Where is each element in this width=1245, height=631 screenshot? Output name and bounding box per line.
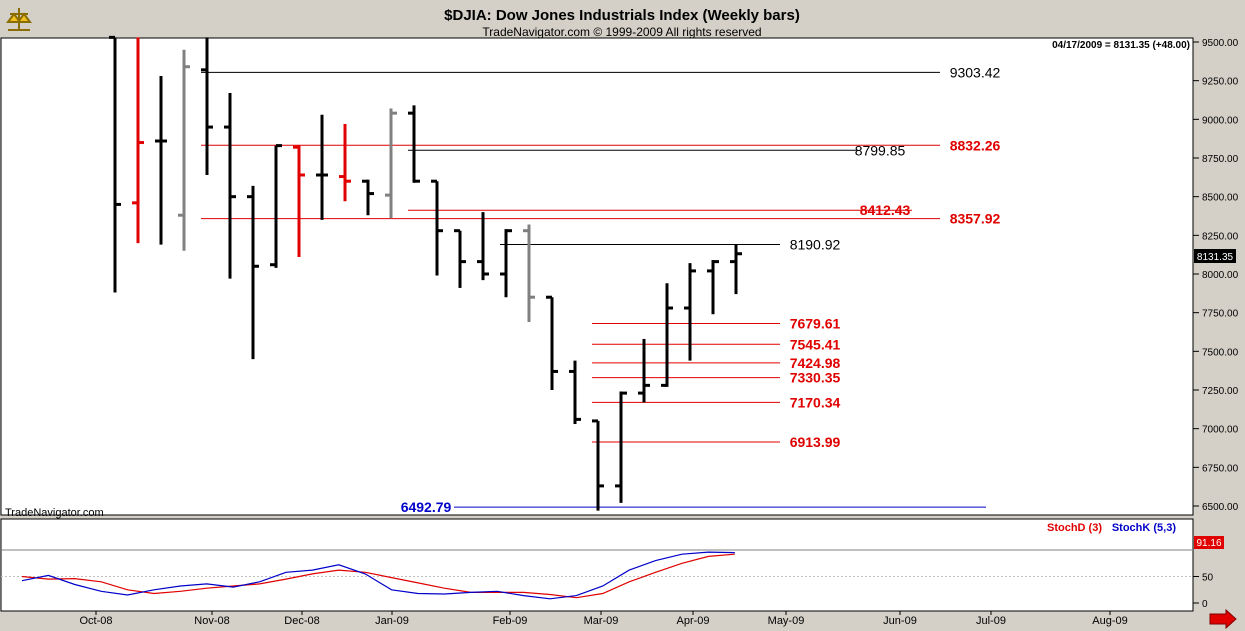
ohlc-bar [385, 108, 397, 219]
price-tick-label: 8000.00 [1202, 270, 1239, 281]
ohlc-bar [201, 37, 213, 176]
chart-copyright: TradeNavigator.com © 1999-2009 All right… [482, 25, 761, 39]
ohlc-bar [454, 229, 466, 288]
level-label: 6913.99 [790, 434, 841, 450]
x-axis: Oct-08 Nov-08 Dec-08 Jan-09 Feb-09 Mar-09 Apr-… [79, 611, 1128, 627]
ohlc-bar [661, 283, 673, 387]
level-label: 8357.92 [950, 211, 1001, 227]
ohlc-bar [523, 224, 535, 322]
price-tick-label: 8500.00 [1202, 193, 1239, 204]
ohlc-bar [109, 35, 121, 293]
price-tick-label: 7000.00 [1202, 425, 1239, 436]
price-tick-label: 7250.00 [1202, 386, 1239, 397]
level-label: 8190.92 [790, 236, 841, 252]
level-label: 9303.42 [950, 64, 1001, 80]
stoch-last-badge: 91.16 [1194, 536, 1224, 549]
x-tick-label: Aug-09 [1092, 615, 1127, 627]
price-tick-label: 9500.00 [1202, 38, 1239, 49]
ohlc-bar [224, 93, 236, 279]
price-tick-label: 6750.00 [1202, 463, 1239, 474]
stoch-tick-label: 0 [1202, 599, 1208, 610]
ohlc-bar [638, 338, 650, 403]
watermark: TradeNavigator.com [5, 507, 104, 519]
last-price-label: 8131.35 [1197, 252, 1234, 263]
stoch-lines [21, 551, 735, 600]
ohlc-bar [362, 179, 374, 216]
ohlc-bar [477, 212, 489, 281]
ohlc-bar [270, 144, 282, 268]
stochd-line [21, 553, 735, 599]
price-axis: 9500.00 9250.00 9000.00 8750.00 8500.00 8250.… [1193, 38, 1239, 513]
price-tick-label: 8250.00 [1202, 231, 1239, 242]
ohlc-bar [592, 419, 604, 511]
logo-icon [4, 4, 34, 34]
ohlc-bar [339, 123, 351, 202]
x-tick-label: May-09 [768, 615, 805, 627]
ohlc-bar [155, 76, 167, 245]
x-tick-label: Apr-09 [676, 615, 709, 627]
level-lines: 9303.42 8832.26 8799.85 8412.43 8357.92 8190.… [201, 64, 1001, 515]
ohlc-bar [684, 263, 696, 361]
level-label: 8799.85 [855, 142, 906, 158]
stoch-last-label: 91.16 [1196, 538, 1221, 549]
ohlc-bar [730, 244, 742, 295]
level-label: 7170.34 [790, 394, 841, 410]
level-label: 7424.98 [790, 355, 841, 371]
level-label: 7679.61 [790, 316, 841, 332]
price-tick-label: 6500.00 [1202, 502, 1239, 513]
level-label: 8832.26 [950, 137, 1001, 153]
ohlc-bar [569, 360, 581, 425]
legend-stochd: StochD (3) [1047, 522, 1102, 534]
ohlc-bar [546, 295, 558, 390]
ohlc-bar [431, 179, 443, 276]
stochk-line [21, 551, 735, 600]
price-tick-label: 7750.00 [1202, 309, 1239, 320]
price-tick-label: 7500.00 [1202, 347, 1239, 358]
price-tick-label: 9250.00 [1202, 77, 1239, 88]
ohlc-bar [132, 37, 144, 244]
stoch-axis: 50 0 [1, 573, 1214, 610]
ohlc-bar [316, 114, 328, 220]
chart-title: $DJIA: Dow Jones Industrials Index (Week… [444, 7, 800, 24]
last-price-badge: 8131.35 [1194, 249, 1236, 263]
ohlc-bars [109, 35, 742, 511]
ohlc-bar [178, 49, 190, 251]
ohlc-bar [615, 391, 627, 503]
level-label: 7545.41 [790, 336, 841, 352]
x-tick-label: Jul-09 [976, 615, 1006, 627]
ohlc-bar [247, 185, 259, 360]
level-label: 8412.43 [860, 202, 911, 218]
x-tick-label: Jan-09 [375, 615, 409, 627]
x-tick-label: Mar-09 [584, 615, 619, 627]
x-tick-label: Nov-08 [194, 615, 229, 627]
level-label: 6492.79 [401, 499, 452, 515]
ohlc-bar [408, 105, 420, 183]
x-tick-label: Dec-08 [284, 615, 319, 627]
x-tick-label: Oct-08 [79, 615, 112, 627]
ohlc-bar [293, 145, 305, 257]
status-readout: 04/17/2009 = 8131.35 (+48.00) [1052, 40, 1190, 51]
x-tick-label: Feb-09 [493, 615, 528, 627]
stochastic-panel [0, 518, 1194, 612]
scroll-right-icon[interactable] [1209, 608, 1237, 630]
price-tick-label: 9000.00 [1202, 115, 1239, 126]
price-tick-label: 8750.00 [1202, 154, 1239, 165]
ohlc-bar [500, 229, 512, 298]
x-tick-label: Jun-09 [883, 615, 917, 627]
level-label: 7330.35 [790, 370, 841, 386]
ohlc-bar [707, 260, 719, 315]
stoch-tick-label: 50 [1202, 573, 1214, 584]
legend-stochk: StochK (5,3) [1112, 522, 1177, 534]
